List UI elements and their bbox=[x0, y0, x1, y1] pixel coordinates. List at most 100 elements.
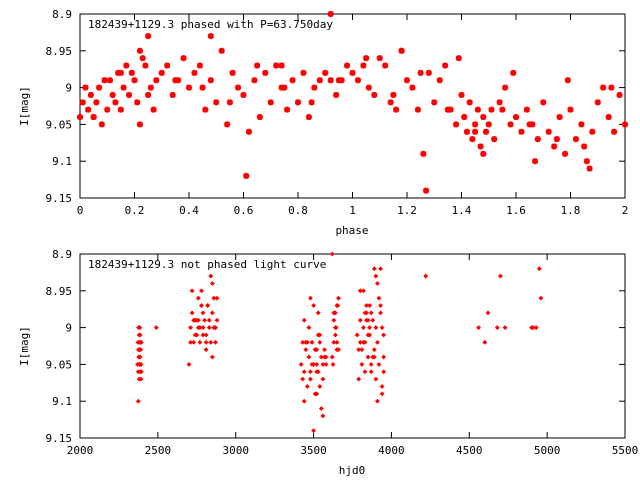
data-point bbox=[214, 295, 220, 301]
data-series bbox=[77, 11, 628, 194]
x-tick-label: 1.8 bbox=[561, 204, 581, 217]
data-point bbox=[191, 339, 197, 345]
data-point bbox=[374, 281, 380, 286]
data-point bbox=[335, 303, 341, 308]
data-point bbox=[423, 187, 430, 194]
data-point bbox=[622, 121, 628, 128]
data-point bbox=[213, 99, 220, 106]
data-point bbox=[138, 376, 144, 382]
data-point bbox=[303, 347, 309, 353]
plot-frame bbox=[79, 253, 626, 439]
data-point bbox=[311, 84, 318, 91]
x-tick-label: 1.4 bbox=[452, 204, 472, 217]
y-tick-label: 9 bbox=[65, 322, 72, 335]
data-point bbox=[536, 266, 542, 272]
data-point bbox=[101, 77, 108, 84]
data-point bbox=[354, 332, 360, 338]
x-tick-label: 4000 bbox=[378, 444, 405, 457]
data-point bbox=[331, 317, 337, 323]
data-point bbox=[499, 106, 506, 113]
data-point bbox=[502, 325, 508, 331]
data-point bbox=[169, 91, 176, 98]
data-point bbox=[318, 354, 324, 360]
data-point bbox=[77, 114, 83, 121]
y-tick-label: 9.15 bbox=[46, 192, 73, 205]
data-point bbox=[540, 99, 547, 106]
x-tick-label: 2500 bbox=[145, 444, 172, 457]
data-point bbox=[322, 347, 327, 353]
data-point bbox=[498, 273, 503, 279]
data-point bbox=[256, 114, 263, 121]
x-tick-label: 5500 bbox=[612, 444, 639, 457]
data-point bbox=[308, 99, 315, 106]
data-point bbox=[267, 99, 274, 106]
data-point bbox=[317, 339, 323, 345]
data-point bbox=[189, 310, 195, 316]
data-point bbox=[136, 121, 143, 128]
data-point bbox=[336, 295, 341, 301]
data-point bbox=[373, 325, 379, 331]
data-point bbox=[494, 325, 500, 331]
data-point bbox=[208, 339, 214, 345]
data-point bbox=[363, 55, 370, 62]
data-point bbox=[203, 339, 209, 345]
x-tick-label: 0.6 bbox=[234, 204, 254, 217]
axis-ticks: 2000 2500 3000 3500 4000 4500 5000 5500 8.9 8.95 9… bbox=[46, 248, 639, 457]
x-tick-label: 1 bbox=[349, 204, 356, 217]
data-point bbox=[371, 91, 378, 98]
data-point bbox=[453, 121, 460, 128]
data-point bbox=[510, 69, 517, 76]
data-point bbox=[553, 136, 560, 143]
data-point bbox=[314, 361, 320, 367]
data-point bbox=[564, 77, 571, 84]
data-point bbox=[414, 106, 421, 113]
data-point bbox=[370, 354, 376, 360]
data-point bbox=[442, 62, 449, 69]
data-point bbox=[196, 62, 203, 69]
data-point bbox=[526, 121, 533, 128]
data-point bbox=[409, 84, 416, 91]
data-point bbox=[320, 413, 326, 419]
data-point bbox=[362, 369, 368, 375]
data-point bbox=[79, 99, 86, 106]
data-point bbox=[367, 325, 373, 331]
data-point bbox=[327, 77, 334, 84]
data-point bbox=[117, 106, 124, 113]
data-point bbox=[474, 106, 481, 113]
data-point bbox=[373, 273, 379, 279]
data-point bbox=[476, 325, 482, 331]
data-point bbox=[349, 69, 356, 76]
data-point bbox=[605, 114, 612, 121]
data-point bbox=[381, 369, 387, 375]
data-point bbox=[567, 106, 574, 113]
y-tick-label: 8.95 bbox=[46, 45, 73, 58]
data-point bbox=[147, 84, 154, 91]
data-point bbox=[195, 317, 201, 323]
data-point bbox=[203, 332, 209, 338]
data-point bbox=[393, 106, 400, 113]
data-point bbox=[186, 84, 192, 91]
data-point bbox=[378, 310, 383, 316]
x-tick-label: 2 bbox=[622, 204, 629, 217]
data-point bbox=[398, 47, 405, 54]
data-point bbox=[194, 332, 200, 338]
data-point bbox=[327, 11, 334, 17]
data-point bbox=[330, 361, 336, 367]
data-point bbox=[136, 347, 141, 353]
data-point bbox=[581, 143, 588, 150]
data-point bbox=[123, 62, 130, 69]
y-tick-label: 9 bbox=[65, 82, 72, 95]
data-point bbox=[153, 325, 159, 331]
data-point bbox=[530, 325, 536, 331]
data-point bbox=[211, 295, 217, 301]
data-point bbox=[381, 332, 387, 338]
data-point bbox=[365, 317, 371, 323]
data-point bbox=[209, 354, 215, 360]
data-point bbox=[357, 339, 363, 345]
data-point bbox=[360, 325, 366, 331]
data-point bbox=[364, 303, 369, 308]
data-point bbox=[382, 62, 389, 69]
data-point bbox=[131, 77, 138, 84]
y-axis-label: I[mag] bbox=[18, 326, 31, 366]
